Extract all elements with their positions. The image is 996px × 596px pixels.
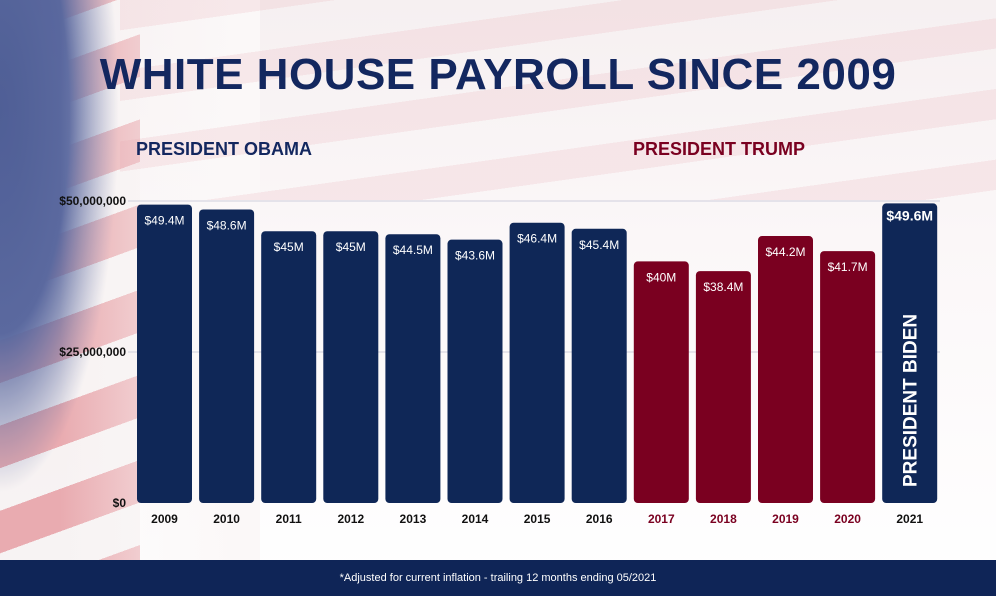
bar-2021 (882, 203, 938, 503)
x-tick-label: 2016 (586, 512, 613, 526)
bar-2013 (385, 234, 441, 503)
bar-2020 (820, 251, 876, 503)
data-label: $45M (336, 240, 366, 254)
label-biden: PRESIDENT BIDEN (901, 314, 922, 487)
data-label: $49.4M (144, 214, 184, 228)
page-title: WHITE HOUSE PAYROLL SINCE 2009 (99, 50, 897, 99)
data-label: $44.5M (393, 243, 433, 257)
bar-2017 (633, 261, 689, 503)
label-trump: PRESIDENT TRUMP (633, 139, 806, 159)
data-label: $45.4M (579, 238, 619, 252)
y-tick-label: $0 (113, 496, 127, 510)
data-label: $46.4M (517, 232, 557, 246)
background-streaks (120, 0, 996, 200)
x-tick-label: 2019 (772, 512, 799, 526)
data-label: $45M (274, 240, 304, 254)
x-tick-label: 2021 (896, 512, 923, 526)
footer: *Adjusted for current inflation - traili… (0, 560, 996, 596)
x-tick-label: 2018 (710, 512, 737, 526)
x-tick-label: 2014 (462, 512, 489, 526)
x-tick-label: 2009 (151, 512, 178, 526)
data-label: $40M (646, 270, 676, 284)
y-tick-label: $50,000,000 (59, 194, 126, 208)
bar-2019 (758, 236, 813, 504)
bar-2010 (199, 209, 255, 503)
x-tick-label: 2020 (834, 512, 861, 526)
data-label: $44.2M (765, 245, 805, 259)
footnote: *Adjusted for current inflation - traili… (339, 572, 657, 584)
x-tick-label: 2013 (400, 512, 427, 526)
x-tick-label: 2010 (213, 512, 240, 526)
data-label: $49.6M (886, 207, 933, 223)
bar-2015 (509, 222, 565, 503)
bar-2018 (695, 271, 751, 503)
bar-2012 (323, 231, 379, 503)
x-tick-label: 2011 (276, 512, 302, 526)
y-tick-label: $25,000,000 (59, 345, 126, 359)
label-obama: PRESIDENT OBAMA (136, 139, 313, 159)
bar-2014 (447, 239, 503, 503)
x-tick-label: 2012 (337, 512, 364, 526)
x-tick-label: 2017 (648, 512, 675, 526)
bar-chart: $0 $25,000,000 $50,000,000 $49.4M 2009 $48.6M… (59, 194, 940, 526)
data-label: $43.6M (455, 249, 495, 263)
data-label: $48.6M (207, 218, 247, 232)
x-tick-label: 2015 (524, 512, 551, 526)
data-label: $38.4M (703, 280, 743, 294)
bar-2009 (137, 204, 192, 503)
bar-2016 (571, 228, 627, 503)
data-label: $41.7M (828, 260, 868, 274)
bar-2011 (261, 231, 317, 503)
